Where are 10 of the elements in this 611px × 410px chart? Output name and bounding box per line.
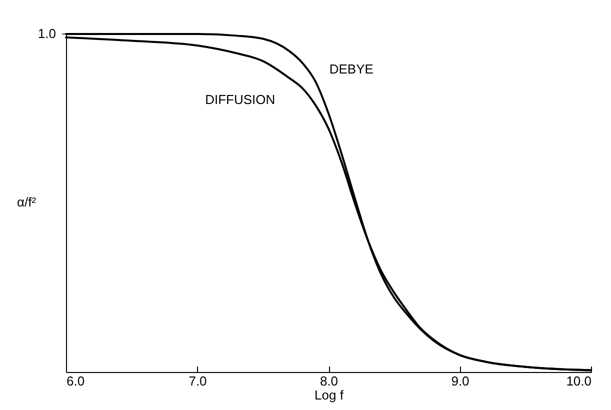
x-tick-label: 10.0	[566, 374, 592, 388]
x-tick-label: 7.0	[188, 374, 207, 388]
series-label: DIFFUSION	[205, 92, 276, 107]
y-axis-title: α/f²	[16, 194, 37, 210]
x-tick-label: 9.0	[451, 374, 470, 388]
series-label: DEBYE	[329, 61, 374, 76]
x-axis-title: Log f	[314, 388, 344, 402]
annotation: 1.0	[38, 26, 56, 41]
x-tick-label: 6.0	[66, 374, 85, 388]
x-tick-label: 8.0	[320, 374, 338, 388]
